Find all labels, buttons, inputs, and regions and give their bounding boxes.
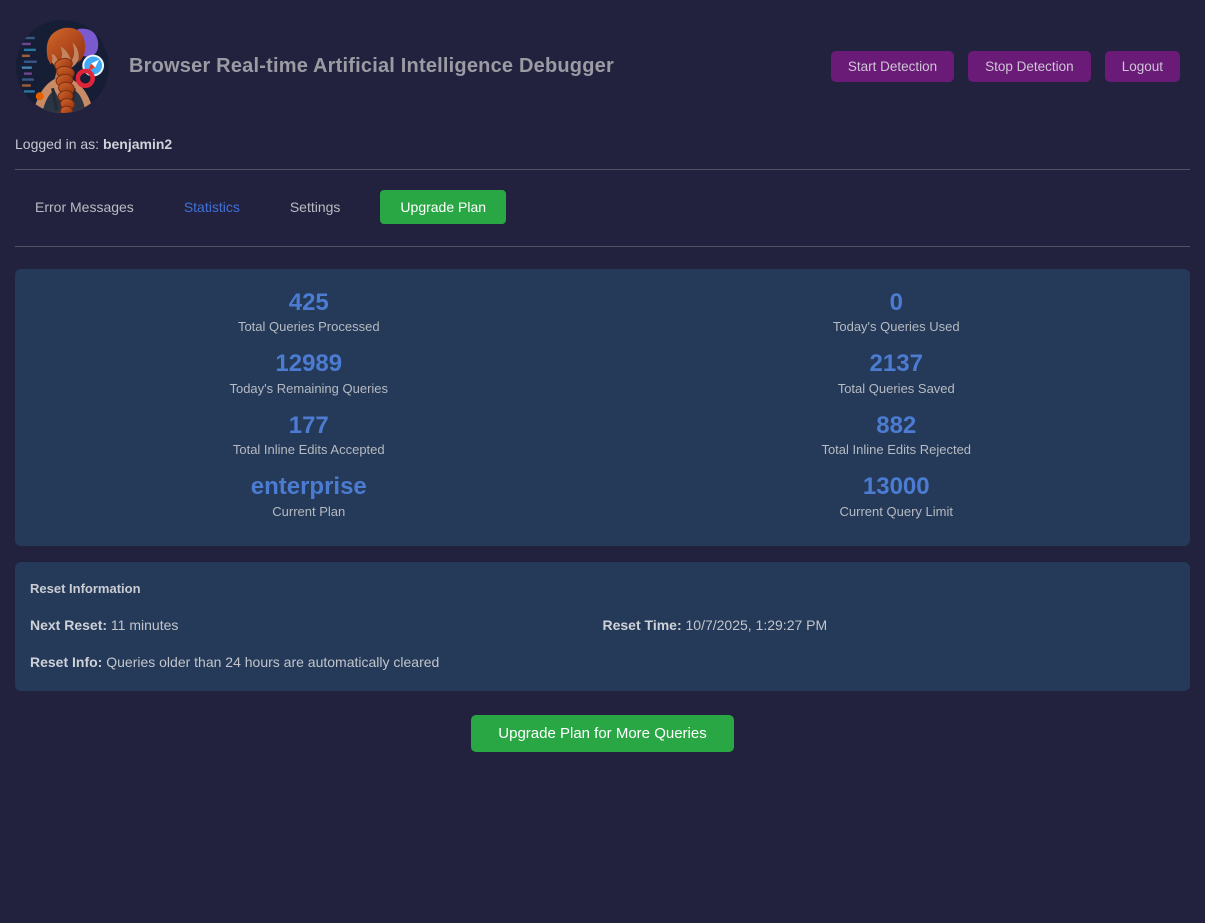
stat-value: 13000 [862,473,930,501]
upgrade-plan-cta-button[interactable]: Upgrade Plan for More Queries [471,714,734,752]
stat-value: 12989 [275,350,343,378]
reset-row: Next Reset: 11 minutes Reset Time: 10/7/… [30,617,1175,633]
logout-button[interactable]: Logout [1104,51,1180,82]
stop-detection-button[interactable]: Stop Detection [968,51,1091,82]
avatar-illustration [15,19,110,114]
stat-total-inline-edits-accepted: 177 Total Inline Edits Accepted [15,411,603,458]
stat-value: 882 [876,411,917,439]
header: Browser Real-time Artificial Intelligenc… [15,19,1190,114]
page-container: Browser Real-time Artificial Intelligenc… [15,19,1190,752]
code-lines [21,36,37,93]
firefox-dot [35,92,44,101]
opera-logo [75,68,95,89]
reset-information-panel: Reset Information Next Reset: 11 minutes… [15,561,1190,691]
start-detection-button[interactable]: Start Detection [830,51,955,82]
stat-value: 177 [288,411,329,439]
header-buttons: Start Detection Stop Detection Logout [830,51,1180,82]
stat-label: Today's Remaining Queries [229,380,389,396]
stat-todays-queries-used: 0 Today's Queries Used [603,289,1191,335]
reset-time-value: 10/7/2025, 1:29:27 PM [685,616,828,633]
tab-upgrade-plan[interactable]: Upgrade Plan [380,190,507,224]
logged-in-status: Logged in as: benjamin2 [15,136,1190,152]
app-logo-avatar [15,19,110,114]
stat-todays-remaining-queries: 12989 Today's Remaining Queries [15,350,603,396]
reset-info-label: Reset Info: [30,653,103,670]
tab-settings[interactable]: Settings [290,191,341,223]
next-reset-label: Next Reset: [30,616,108,633]
stat-label: Total Inline Edits Rejected [821,442,972,458]
stat-value: 2137 [869,350,923,378]
reset-info: Reset Info: Queries older than 24 hours … [30,654,1175,670]
stat-value: 425 [288,289,329,316]
statistics-panel: 425 Total Queries Processed 0 Today's Qu… [15,269,1190,546]
stat-label: Total Inline Edits Accepted [232,442,385,458]
divider [15,246,1190,247]
tab-bar: Error Messages Statistics Settings Upgra… [15,170,1190,246]
stat-label: Current Query Limit [839,503,953,519]
stat-total-queries-processed: 425 Total Queries Processed [15,289,603,335]
reset-info-value: Queries older than 24 hours are automati… [106,653,440,670]
reset-time-label: Reset Time: [602,616,682,633]
divider [15,169,1190,170]
logged-in-prefix: Logged in as: [15,136,100,152]
logged-in-username: benjamin2 [102,136,173,152]
page-title: Browser Real-time Artificial Intelligenc… [129,55,614,77]
stat-label: Today's Queries Used [832,319,960,335]
stat-current-plan: enterprise Current Plan [15,473,603,519]
cta-wrapper: Upgrade Plan for More Queries [15,714,1190,752]
red-hair [46,27,86,65]
stat-label: Current Plan [272,503,346,519]
stat-label: Total Queries Saved [837,380,955,396]
stat-total-inline-edits-rejected: 882 Total Inline Edits Rejected [603,411,1191,458]
next-reset-value: 11 minutes [110,616,179,633]
stat-value: enterprise [250,473,367,501]
next-reset: Next Reset: 11 minutes [30,617,603,633]
braid [54,57,75,114]
reset-time: Reset Time: 10/7/2025, 1:29:27 PM [603,617,1176,633]
stat-label: Total Queries Processed [237,319,380,335]
tab-statistics[interactable]: Statistics [184,191,240,223]
stat-value: 0 [889,289,903,316]
stat-total-queries-saved: 2137 Total Queries Saved [603,350,1191,396]
reset-heading: Reset Information [30,580,141,596]
stat-current-query-limit: 13000 Current Query Limit [603,473,1191,519]
tab-error-messages[interactable]: Error Messages [35,191,134,223]
